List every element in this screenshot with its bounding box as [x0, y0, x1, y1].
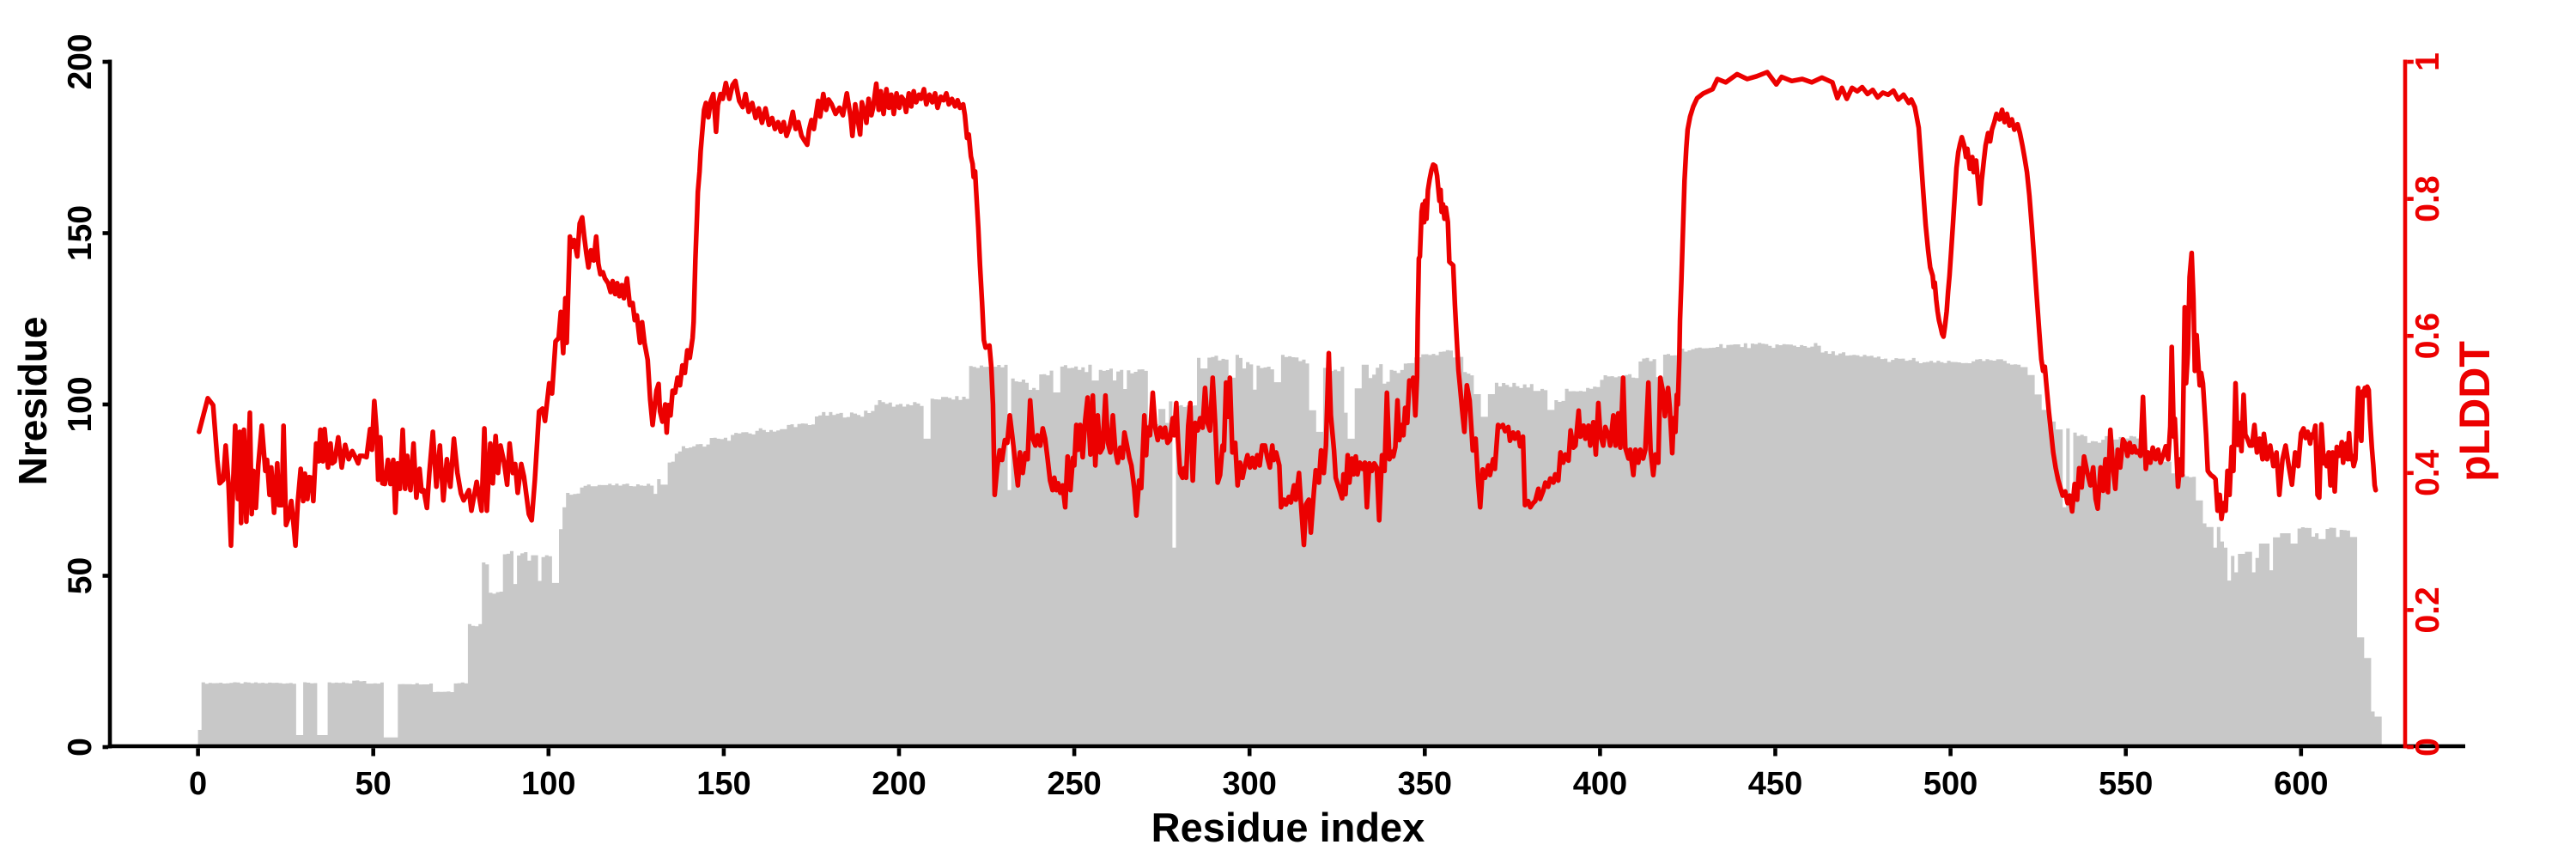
svg-text:0: 0 — [189, 766, 207, 802]
svg-text:200: 200 — [872, 766, 926, 802]
svg-text:0.2: 0.2 — [2409, 586, 2446, 633]
svg-text:0.8: 0.8 — [2409, 175, 2446, 222]
svg-text:1: 1 — [2409, 52, 2446, 71]
svg-text:150: 150 — [696, 766, 750, 802]
svg-text:50: 50 — [62, 557, 99, 594]
svg-text:350: 350 — [1398, 766, 1452, 802]
svg-text:200: 200 — [62, 33, 99, 89]
svg-text:Residue index: Residue index — [1151, 805, 1425, 850]
svg-text:150: 150 — [62, 205, 99, 261]
svg-text:600: 600 — [2274, 766, 2328, 802]
svg-text:100: 100 — [62, 376, 99, 432]
svg-text:400: 400 — [1573, 766, 1627, 802]
svg-text:pLDDT: pLDDT — [2451, 341, 2499, 482]
svg-text:0: 0 — [62, 738, 99, 757]
svg-text:50: 50 — [355, 766, 392, 802]
svg-text:0.6: 0.6 — [2409, 313, 2446, 359]
svg-text:0.4: 0.4 — [2409, 449, 2446, 496]
svg-text:250: 250 — [1047, 766, 1101, 802]
svg-text:100: 100 — [521, 766, 575, 802]
svg-text:450: 450 — [1748, 766, 1802, 802]
svg-text:550: 550 — [2099, 766, 2153, 802]
svg-text:Nresidue: Nresidue — [10, 317, 55, 486]
svg-text:0: 0 — [2409, 738, 2446, 757]
svg-text:300: 300 — [1222, 766, 1276, 802]
svg-text:500: 500 — [1923, 766, 1978, 802]
